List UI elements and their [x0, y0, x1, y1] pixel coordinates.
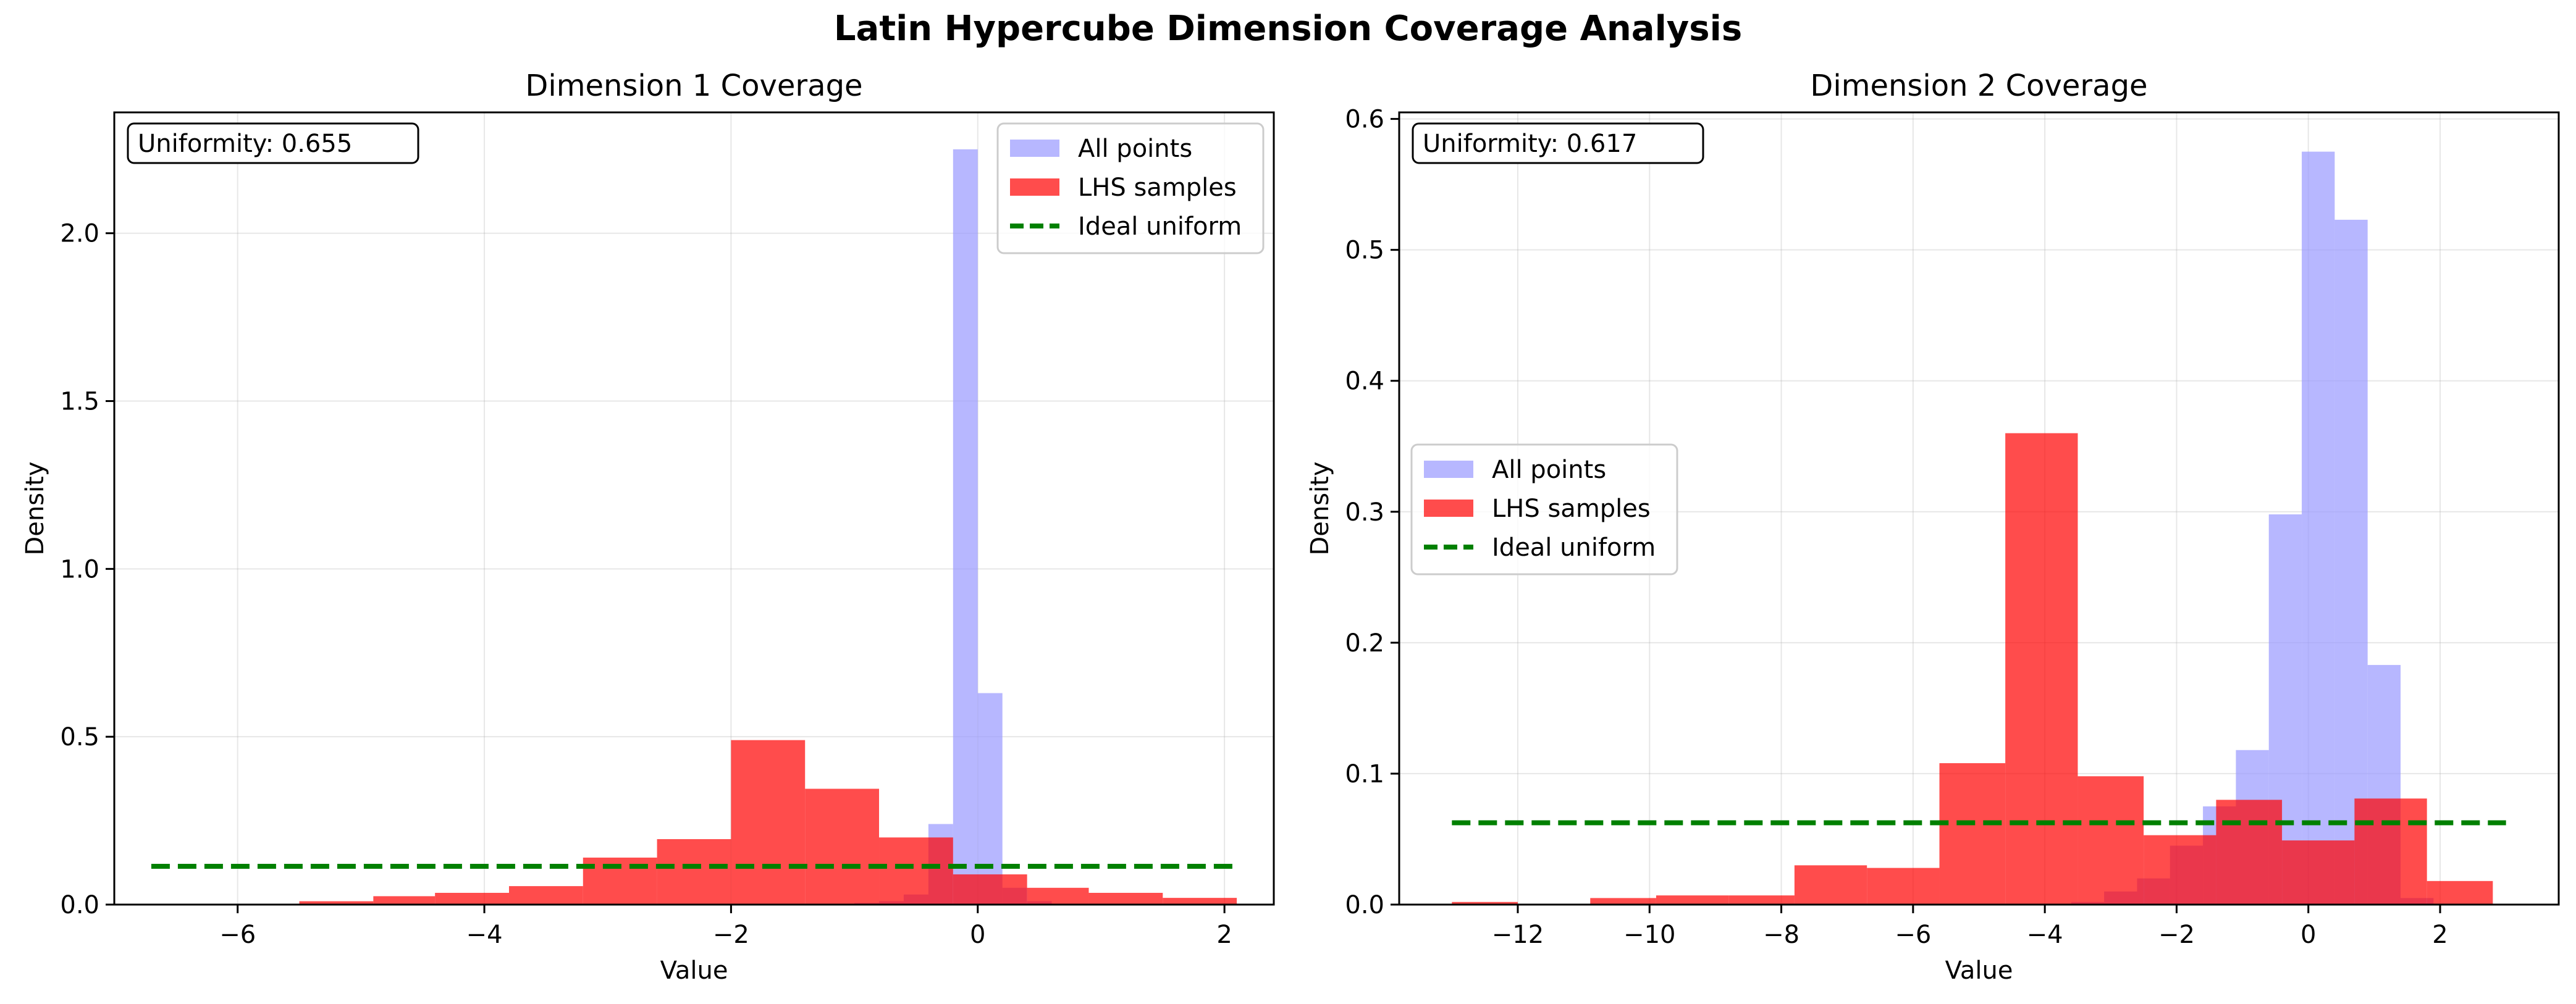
legend-all-points-swatch [1424, 461, 1473, 478]
lhs-sample-bar [2144, 835, 2216, 905]
dimension-2-chart: −12 −10 −8 −6 −4 −2 0 2 0.0 0.1 0.2 0.3 0.4 0.5 0.6 Dim… [1306, 69, 2560, 985]
y-tick-label: 0.5 [1345, 236, 1384, 265]
lhs-sample-bar [373, 896, 436, 905]
uniformity-box [127, 122, 419, 164]
x-tick-label: 0 [970, 921, 985, 949]
legend-ideal-uniform-label: Ideal uniform [1078, 212, 1242, 241]
lhs-sample-bar [1590, 898, 1656, 905]
lhs-sample-bar [1656, 895, 1729, 905]
all-points-bar [977, 693, 1003, 905]
x-tick-label: −2 [2158, 921, 2195, 949]
legend-all-points-label: All points [1492, 456, 1606, 484]
legend-lhs-samples-swatch [1424, 500, 1473, 517]
legend-ideal-uniform-label: Ideal uniform [1492, 533, 1656, 562]
uniformity-text: Uniformity: 0.655 [138, 130, 352, 158]
legend-frame [1410, 443, 1678, 575]
lhs-sample-bar [299, 901, 374, 905]
x-tick-label: −2 [713, 921, 749, 949]
y-tick-label: 0.4 [1345, 367, 1384, 396]
lhs-sample-bar [953, 874, 1027, 905]
lhs-sample-bar [508, 886, 583, 905]
y-tick-label: 0.0 [1345, 891, 1384, 919]
y-axis-label: Density [1306, 461, 1334, 555]
legend-lhs-samples-label: LHS samples [1078, 174, 1237, 202]
lhs-sample-bar [805, 789, 880, 905]
legend-frame [996, 122, 1265, 254]
x-tick-label: 2 [1216, 921, 1232, 949]
legend-lhs-samples-swatch [1010, 178, 1059, 196]
legend-lhs-samples-label: LHS samples [1492, 495, 1651, 523]
dimension-1-chart: −6 −4 −2 0 2 0.0 0.5 1.0 1.5 2.0 Dimension 1 Cover… [21, 69, 1275, 985]
legend: All points LHS samples Ideal uniform [996, 122, 1265, 254]
x-tick-label: 2 [2432, 921, 2448, 949]
y-axis-label: Density [21, 461, 49, 555]
y-tick-label: 2.0 [60, 220, 99, 248]
legend-all-points-label: All points [1078, 135, 1192, 163]
x-tick-label: −6 [219, 921, 256, 949]
all-points-bar [2302, 151, 2335, 905]
lhs-sample-bar [1163, 898, 1237, 905]
chart-title: Dimension 1 Coverage [525, 69, 862, 103]
x-tick-label: −4 [2027, 921, 2063, 949]
x-axis-label: Value [1945, 956, 2013, 985]
x-tick-label: −8 [1763, 921, 1799, 949]
figure-title: Latin Hypercube Dimension Coverage Analy… [833, 9, 1743, 49]
y-tick-label: 1.0 [60, 555, 99, 584]
legend: All points LHS samples Ideal uniform [1410, 443, 1678, 575]
x-tick-label: −12 [1492, 921, 1544, 949]
uniformity-text: Uniformity: 0.617 [1423, 130, 1637, 158]
lhs-sample-bar [2427, 881, 2493, 905]
lhs-sample-bar [2282, 840, 2355, 905]
x-axis-label: Value [660, 956, 728, 985]
lhs-sample-bar [879, 837, 953, 905]
lhs-sample-bar [1088, 892, 1163, 905]
lhs-sample-bar [1939, 763, 2006, 905]
lhs-sample-bar [2005, 433, 2078, 905]
lhs-sample-bar [731, 740, 806, 905]
y-tick-label: 0.6 [1345, 106, 1384, 134]
lhs-sample-bar [2216, 800, 2283, 905]
x-tick-label: −4 [466, 921, 503, 949]
lhs-sample-bar [1027, 887, 1089, 905]
x-tick-label: 0 [2300, 921, 2316, 949]
lhs-sample-bar [1452, 902, 1518, 905]
x-tick-label: −10 [1623, 921, 1675, 949]
uniformity-box [1412, 122, 1704, 164]
lhs-sample-bar [435, 892, 509, 905]
legend-all-points-swatch [1010, 140, 1059, 157]
plot-frame [113, 111, 1275, 906]
y-tick-label: 0.2 [1345, 629, 1384, 658]
all-points-bar [953, 149, 978, 905]
lhs-sample-bar [1728, 895, 1795, 905]
x-tick-label: −6 [1895, 921, 1931, 949]
lhs-sample-bar [657, 839, 731, 905]
lhs-sample-bar [2077, 776, 2144, 905]
y-tick-label: 0.5 [60, 723, 99, 751]
lhs-sample-bar [1867, 868, 1940, 905]
chart-title: Dimension 2 Coverage [1810, 69, 2147, 103]
all-points-bar [2334, 219, 2368, 905]
y-tick-label: 0.1 [1345, 760, 1384, 789]
lhs-sample-bar [1794, 865, 1867, 905]
y-tick-label: 0.3 [1345, 498, 1384, 527]
y-tick-label: 0.0 [60, 891, 99, 919]
plot-frame [1398, 111, 2560, 906]
y-tick-label: 1.5 [60, 388, 99, 416]
lhs-sample-bar [2354, 798, 2427, 905]
